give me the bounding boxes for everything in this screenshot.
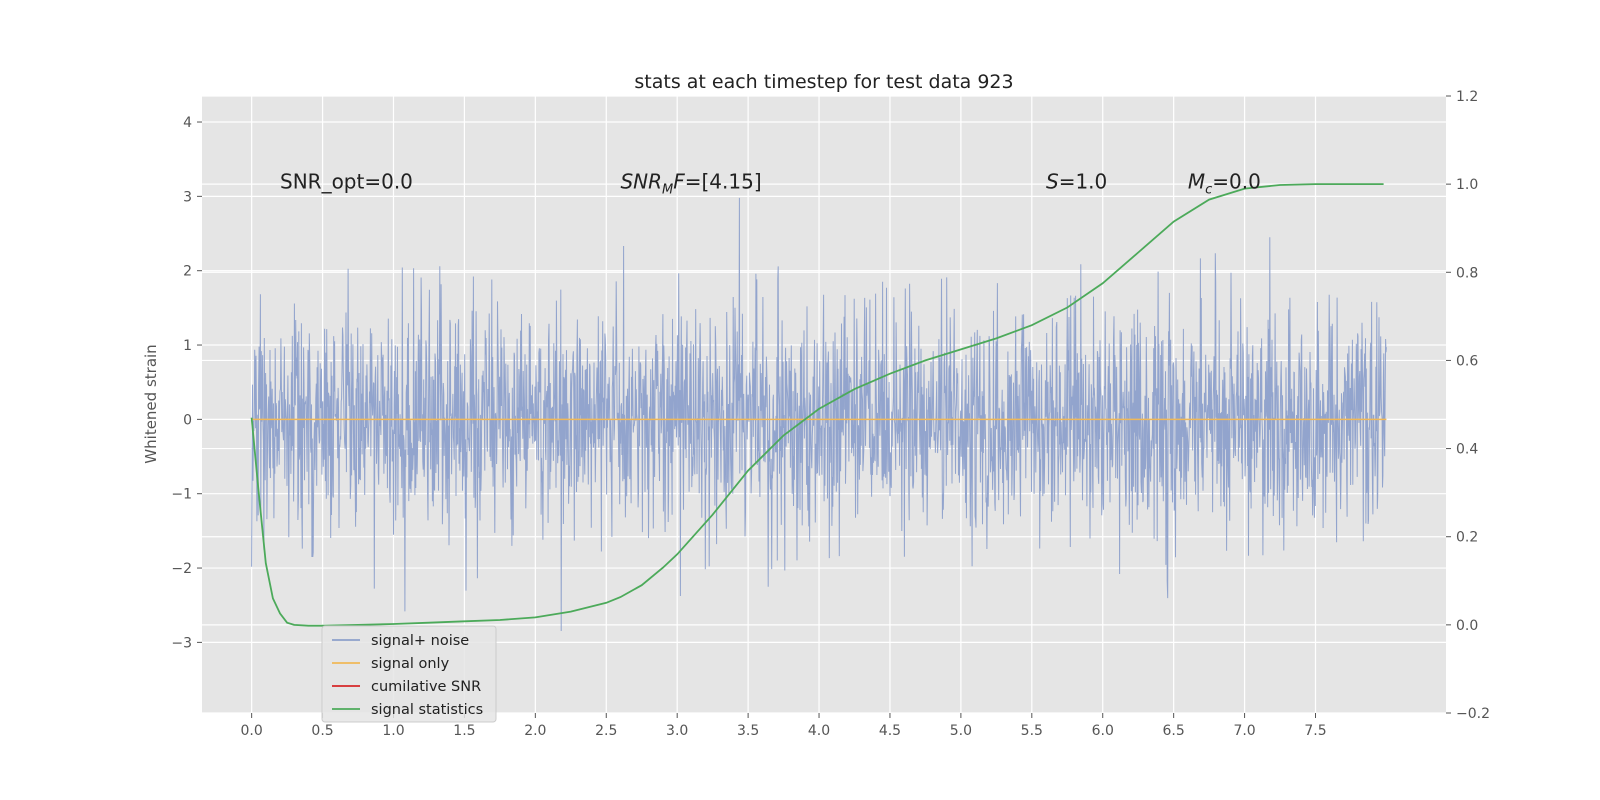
y-axis-label: Whitened strain <box>142 344 160 463</box>
y-tick-label: 1 <box>183 338 192 354</box>
legend-label: signal+ noise <box>371 633 469 649</box>
annotation: S=1.0 <box>1046 169 1107 193</box>
series-lines <box>250 183 1387 627</box>
x-tick-label: 5.0 <box>950 723 972 739</box>
x-tick-label: 6.5 <box>1163 723 1185 739</box>
x-tick-label: 3.5 <box>737 723 759 739</box>
x-tick-label: 2.0 <box>524 723 546 739</box>
legend-label: cumilative SNR <box>371 679 481 695</box>
series-signal-plus-noise <box>251 197 1387 632</box>
y2-tick-label: 1.2 <box>1456 89 1478 105</box>
y-tick-label: −2 <box>171 561 192 577</box>
chart-title: stats at each timestep for test data 923 <box>634 71 1013 93</box>
y2-tick-label: −0.2 <box>1456 706 1490 722</box>
x-tick-label: 6.0 <box>1092 723 1114 739</box>
x-tick-label: 1.5 <box>453 723 475 739</box>
x-tick-label: 4.0 <box>808 723 830 739</box>
x-tick-label: 3.0 <box>666 723 688 739</box>
y-tick-label: 2 <box>183 264 192 280</box>
x-tick-label: 0.5 <box>311 723 333 739</box>
annotation: SNRMF=[4.15] <box>620 169 761 197</box>
x-tick-label: 4.5 <box>879 723 901 739</box>
series-line-signal-statistics <box>250 183 1384 627</box>
y-tick-label: 0 <box>183 412 192 428</box>
x-tick-label: 1.0 <box>382 723 404 739</box>
legend-box <box>321 625 497 723</box>
y2-tick-label: 0.4 <box>1456 442 1478 458</box>
y-tick-label: −3 <box>171 635 192 651</box>
y-tick-label: 4 <box>183 115 192 131</box>
y-tick-label: 3 <box>183 189 192 205</box>
y2-tick-label: 0.8 <box>1456 265 1478 281</box>
annotation: Mc=0.0 <box>1188 169 1261 197</box>
legend: signal+ noise signal only cumilative SNR si… <box>321 625 497 723</box>
legend-label: signal statistics <box>371 702 483 718</box>
x-tick-label: 2.5 <box>595 723 617 739</box>
x-tick-label: 7.5 <box>1304 723 1326 739</box>
y2-tick-label: 0.2 <box>1456 530 1478 546</box>
x-tick-label: 7.0 <box>1233 723 1255 739</box>
y-tick-label: −1 <box>171 487 192 503</box>
x-tick-label: 0.0 <box>241 723 263 739</box>
series-line-signal-plus-noise <box>251 197 1387 632</box>
annotation: SNR_opt=0.0 <box>280 169 413 193</box>
x-tick-label: 5.5 <box>1021 723 1043 739</box>
y2-tick-label: 0.6 <box>1456 353 1478 369</box>
axes: 0.0 0.5 1.0 1.5 2.0 2.5 3.0 3.5 4.0 4.5 5.0 5.5 6.0 6… <box>171 89 1490 739</box>
annotations: SNR_opt=0.0 SNRMF=[4.15] S=1.0 Mc=0.0 <box>280 169 1261 197</box>
legend-label: signal only <box>371 656 450 672</box>
y2-tick-label: 1.0 <box>1456 177 1478 193</box>
y2-tick-label: 0.0 <box>1456 618 1478 634</box>
